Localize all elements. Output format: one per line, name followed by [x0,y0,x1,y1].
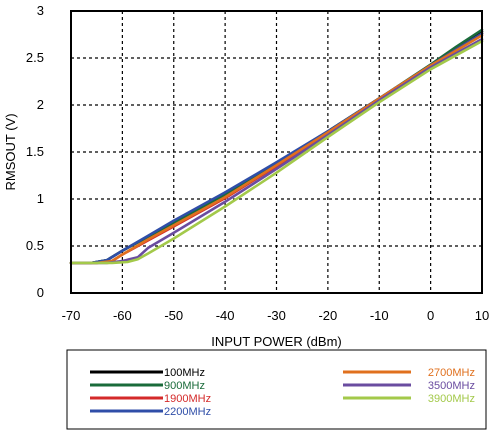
y-tick-label: 1 [37,191,44,206]
x-tick-label: -30 [267,308,286,323]
series-line-3900mhz [69,39,484,265]
x-tick-labels: -70 -60 -50 -40 -30 -20 -10 0 10 [62,308,490,323]
series-layer [69,28,484,265]
legend-box [66,349,487,430]
y-tick-label: 1.5 [26,144,44,159]
x-tick-label: 0 [427,308,434,323]
legend-label: 100MHz [164,367,205,379]
grid [71,11,482,293]
x-tick-label: -60 [113,308,132,323]
legend-label: 3500MHz [428,380,475,392]
y-tick-labels: 0 0.5 1 1.5 2 2.5 3 [26,3,44,300]
y-tick-label: 0.5 [26,238,44,253]
y-tick-label: 2.5 [26,50,44,65]
x-tick-label: -50 [164,308,183,323]
legend-label: 3900MHz [428,393,475,405]
x-tick-label: -40 [216,308,235,323]
x-axis-title: INPUT POWER (dBm) [211,334,342,349]
legend-label: 2700MHz [428,367,475,379]
x-tick-label: -10 [370,308,389,323]
y-tick-label: 2 [37,97,44,112]
y-tick-label: 0 [37,285,44,300]
x-tick-label: 10 [475,308,489,323]
y-tick-label: 3 [37,3,44,18]
y-axis-title: RMSOUT (V) [3,113,18,190]
plot-frame [70,10,483,294]
legend-label: 900MHz [164,380,205,392]
x-tick-label: -20 [318,308,337,323]
legend-label: 1900MHz [164,393,211,405]
x-tick-label: -70 [62,308,81,323]
legend-label: 2200MHz [164,406,211,418]
